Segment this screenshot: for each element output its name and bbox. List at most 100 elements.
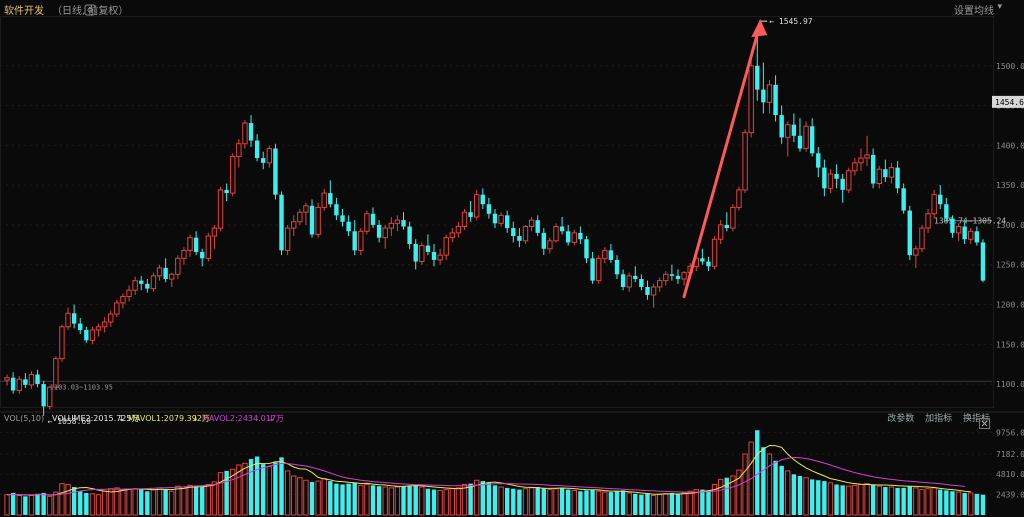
volume-bar: [773, 460, 778, 515]
candle-body: [4, 377, 10, 381]
volume-bar: [650, 495, 657, 516]
volume-bar: [846, 485, 852, 516]
volume-bar: [876, 485, 882, 516]
close-icon[interactable]: [979, 414, 990, 433]
candle-body: [669, 274, 675, 276]
candle-body: [401, 220, 406, 227]
candle-body: [785, 124, 791, 138]
candle-body: [931, 194, 937, 215]
candle-body: [968, 230, 974, 240]
candle-body: [437, 254, 443, 261]
volume-bar: [711, 483, 718, 516]
volume-toolbar: 改参数 加指标 换指标: [879, 412, 990, 426]
volume-bar: [200, 487, 205, 515]
volume-bar: [169, 490, 175, 516]
candle-body: [620, 274, 626, 287]
volume-bar: [413, 484, 418, 515]
volume-bar: [553, 488, 559, 516]
candle-body: [980, 242, 986, 281]
candle-body: [388, 222, 395, 229]
volume-bar: [578, 491, 583, 515]
candle-body: [925, 213, 931, 229]
candle-body: [827, 173, 834, 189]
candle-body: [35, 374, 40, 385]
gear-icon[interactable]: [84, 1, 96, 16]
candle-body: [846, 170, 852, 191]
volume-tick-label: 2439.00: [996, 490, 1024, 499]
mavol1-line: [6, 444, 971, 496]
candle-body: [279, 194, 284, 251]
volume-bar: [907, 486, 912, 515]
volume-bar: [717, 478, 724, 516]
volume-bar: [693, 489, 699, 516]
volume-bar: [888, 486, 895, 516]
candle-body: [425, 245, 431, 252]
volume-bar: [895, 487, 900, 515]
change-params-button[interactable]: 改参数: [887, 414, 915, 424]
volume-bar: [571, 489, 577, 516]
volume-bar: [766, 453, 773, 516]
ma-setting-button[interactable]: 设置均线: [954, 6, 994, 17]
volume-bar: [748, 441, 754, 516]
candle-body: [474, 194, 480, 218]
candle-body: [334, 204, 339, 216]
price-tick-label: 1350.00: [996, 181, 1024, 190]
candle-body: [730, 206, 736, 229]
candle-body: [907, 210, 912, 256]
candle-body: [852, 162, 858, 172]
volume-bar: [382, 486, 388, 516]
volume-bar: [944, 490, 949, 515]
candle-body: [492, 213, 498, 224]
candle-body: [211, 227, 218, 237]
candle-body: [23, 379, 28, 385]
volume-bar: [205, 483, 212, 516]
volume-bar: [950, 491, 955, 515]
chevron-down-icon[interactable]: ▾: [997, 2, 1002, 12]
candle-body: [736, 189, 742, 208]
candle-body: [511, 228, 516, 237]
volume-bar: [834, 484, 839, 515]
volume-bar: [248, 459, 254, 515]
volume-bar: [955, 491, 962, 516]
candle-body: [59, 326, 65, 360]
volume-bar: [16, 495, 22, 516]
candle-body: [656, 280, 663, 288]
volume-bar: [913, 487, 919, 516]
vol-indicator-label[interactable]: VOL(5,10): [4, 414, 45, 423]
candle-body: [461, 211, 468, 228]
candle-body: [431, 251, 437, 260]
volume-bar: [938, 489, 943, 515]
add-indicator-button[interactable]: 加指标: [925, 414, 953, 424]
volume-bar: [901, 487, 906, 515]
volume-bar: [303, 479, 309, 516]
switch-indicator-button[interactable]: 换指标: [962, 414, 990, 424]
volume-bar: [10, 492, 16, 515]
candle-body: [650, 286, 657, 296]
candle-body: [864, 154, 870, 159]
candle-body: [633, 275, 638, 280]
volume-bar: [266, 466, 273, 516]
volume-bar: [334, 483, 339, 515]
volume-bar: [145, 491, 150, 515]
volume-bar: [358, 484, 364, 516]
candle-body: [717, 224, 724, 240]
volume-bar: [761, 447, 766, 515]
volume-bar: [401, 486, 406, 515]
volume-bar: [785, 470, 791, 516]
volume-bar: [779, 465, 784, 515]
volume-bar: [858, 483, 864, 516]
candle-body: [284, 227, 291, 251]
candle-body: [895, 167, 900, 189]
candle-body: [944, 204, 949, 219]
volume-bar: [626, 492, 632, 516]
candle-body: [156, 267, 163, 277]
volume-bar: [291, 475, 297, 516]
candle-body: [755, 65, 760, 90]
current-price-flag: [992, 95, 1024, 108]
volume-bar: [211, 481, 218, 516]
price-tick-label: 1300.00: [996, 221, 1024, 230]
candle-body: [700, 258, 705, 262]
stock-title[interactable]: 软件开发: [4, 6, 44, 17]
candle-body: [590, 258, 595, 281]
